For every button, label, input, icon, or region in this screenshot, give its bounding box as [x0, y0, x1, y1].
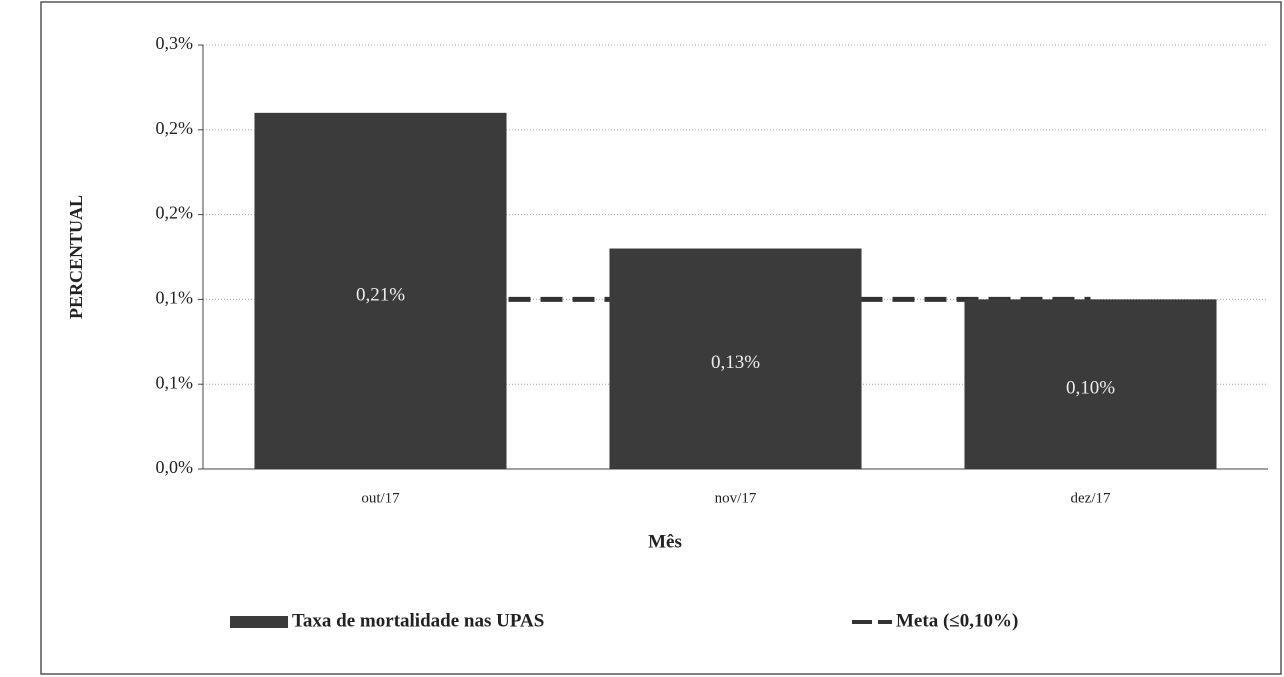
y-tick-label: 0,0% [156, 457, 194, 477]
y-tick-label: 0,2% [156, 118, 194, 138]
chart-frame [40, 1, 1282, 675]
bar [964, 299, 1217, 469]
bar-value-label: 0,10% [1066, 378, 1115, 399]
x-tick-label: nov/17 [715, 490, 757, 506]
bar-value-label: 0,21% [356, 284, 405, 305]
y-axis-label: PERCENTUAL [66, 195, 86, 319]
legend-label: Meta (≤0,10%) [896, 610, 1018, 631]
x-tick-label: dez/17 [1071, 490, 1111, 506]
y-tick-label: 0,3% [156, 33, 194, 53]
x-axis-label: Mês [648, 531, 682, 552]
legend-swatch [230, 616, 288, 628]
bar [609, 248, 862, 469]
y-tick-label: 0,1% [156, 288, 194, 308]
y-tick-label: 0,1% [156, 372, 194, 392]
legend-label: Taxa de mortalidade nas UPAS [292, 610, 544, 631]
x-tick-label: out/17 [361, 490, 400, 506]
bar-value-label: 0,13% [711, 352, 760, 373]
bar [254, 112, 507, 469]
y-tick-label: 0,2% [156, 203, 194, 223]
